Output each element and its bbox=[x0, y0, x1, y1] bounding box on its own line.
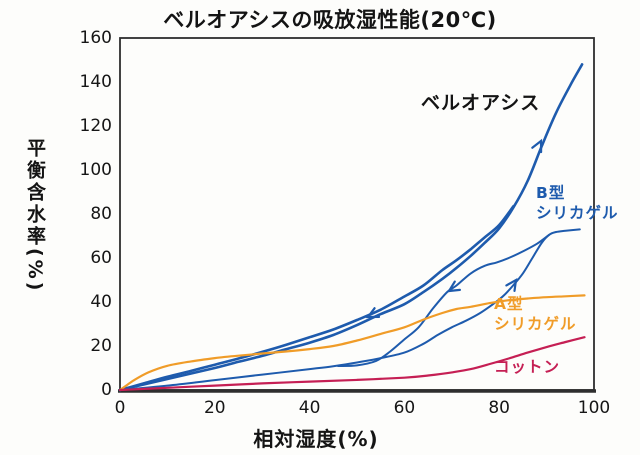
y-tick-0: 0 bbox=[101, 380, 112, 400]
x-axis-title: 相対湿度(%) bbox=[253, 427, 379, 451]
x-tick-80: 80 bbox=[488, 398, 510, 418]
y-tick-20: 20 bbox=[90, 336, 112, 356]
x-tick-40: 40 bbox=[298, 398, 321, 418]
curve-2-B型シリカゲル(吸湿) bbox=[119, 228, 581, 391]
btype-desorb-arrow bbox=[446, 280, 461, 293]
chart-title: ベルオアシスの吸放湿性能(20℃) bbox=[163, 8, 497, 32]
curves-group bbox=[118, 63, 586, 392]
y-axis-title: 平衡含水率(%) bbox=[24, 138, 46, 294]
y-tick-80: 80 bbox=[90, 204, 112, 224]
curve-0-ベルオアシス(吸湿) bbox=[118, 63, 584, 392]
y-tick-140: 140 bbox=[79, 72, 112, 92]
x-tick-100: 100 bbox=[577, 398, 611, 418]
belloasis-absorb-arrow bbox=[531, 138, 543, 154]
curve-4-A型シリカゲル bbox=[118, 294, 586, 392]
x-tick-0: 0 bbox=[114, 398, 126, 418]
btype-absorb-arrow bbox=[505, 277, 518, 292]
label-atype-silica: A型 シリカゲル bbox=[494, 295, 577, 333]
y-tick-120: 120 bbox=[79, 116, 112, 136]
label-cotton: コットン bbox=[494, 358, 561, 376]
curve-5-コットン bbox=[118, 336, 586, 392]
belloasis-desorb-arrow bbox=[365, 307, 381, 319]
curve-1-ベルオアシス(放湿) bbox=[118, 205, 515, 392]
y-tick-40: 40 bbox=[90, 292, 112, 312]
y-tick-100: 100 bbox=[79, 160, 112, 180]
label-btype-silica: B型 シリカゲル bbox=[536, 184, 619, 222]
x-tick-60: 60 bbox=[393, 398, 416, 418]
y-tick-60: 60 bbox=[90, 248, 112, 268]
direction-arrows-group bbox=[365, 138, 543, 319]
label-belloasis: ベルオアシス bbox=[421, 92, 541, 114]
y-tick-160: 160 bbox=[79, 28, 112, 48]
x-tick-20: 20 bbox=[203, 398, 226, 418]
